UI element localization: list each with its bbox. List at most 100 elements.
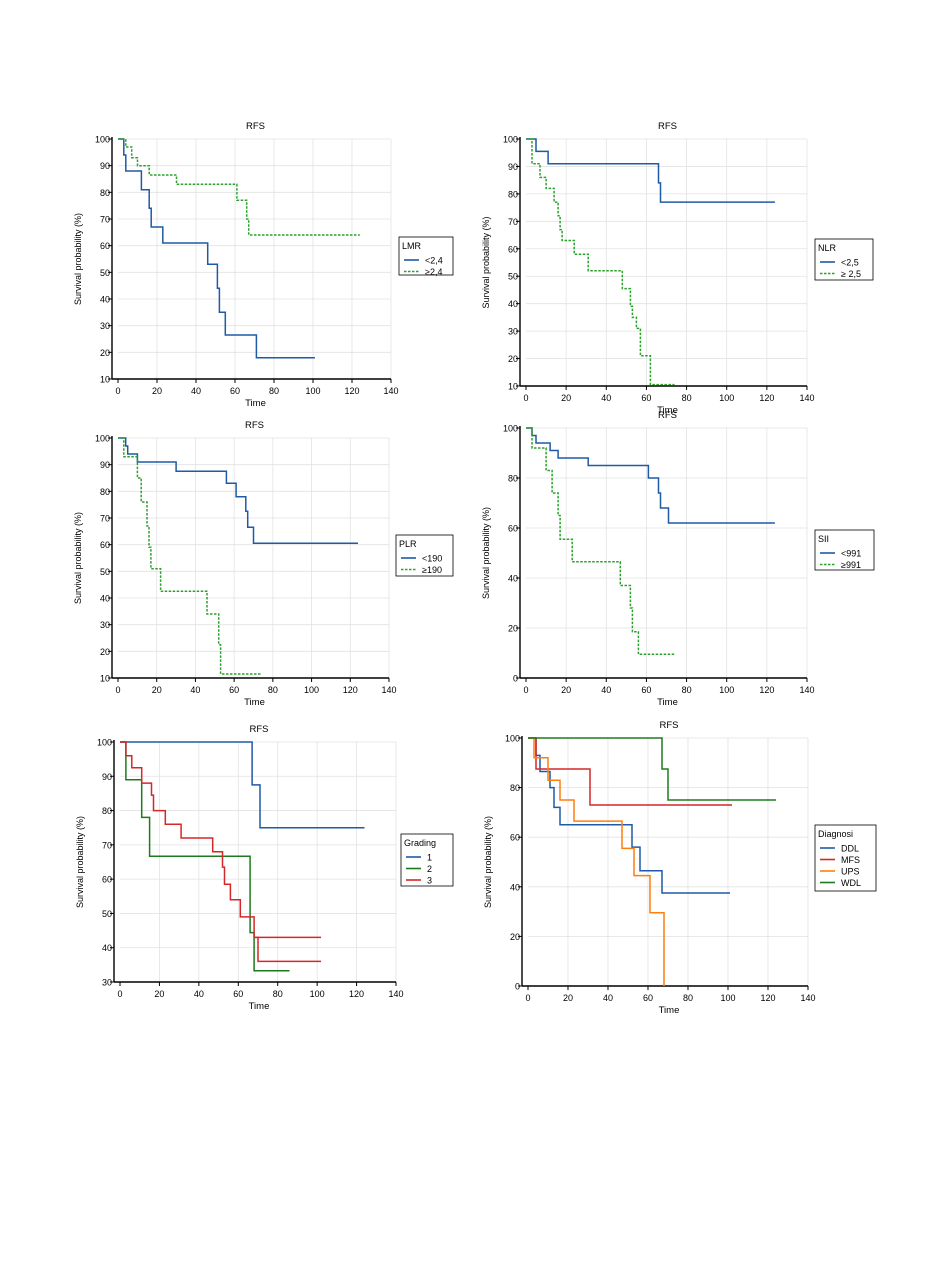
legend-box bbox=[814, 824, 877, 892]
series-line-4 bbox=[528, 737, 776, 801]
y-tick-label: 40 bbox=[102, 943, 112, 953]
legend-entry: DDL bbox=[841, 843, 859, 853]
legend-entry: 3 bbox=[427, 875, 432, 885]
x-tick-label: 80 bbox=[682, 393, 692, 403]
legend-title: PLR bbox=[399, 539, 417, 549]
y-tick-label: 20 bbox=[100, 348, 110, 358]
x-tick-label: 60 bbox=[230, 386, 240, 396]
y-tick-label: 90 bbox=[102, 772, 112, 782]
y-tick-label: 0 bbox=[515, 982, 520, 992]
y-tick-label: 20 bbox=[100, 647, 110, 657]
chart-title: RFS bbox=[245, 420, 264, 431]
y-tick-label: 30 bbox=[102, 978, 112, 988]
y-tick-label: 90 bbox=[508, 162, 518, 172]
x-tick-label: 40 bbox=[601, 685, 611, 695]
series-line-4 bbox=[254, 936, 322, 963]
x-tick-label: 80 bbox=[683, 993, 693, 1003]
legend-box bbox=[400, 833, 454, 887]
x-tick-label: 140 bbox=[800, 993, 815, 1003]
legend-title: SII bbox=[818, 534, 829, 544]
x-tick-label: 20 bbox=[561, 685, 571, 695]
x-tick-label: 80 bbox=[268, 685, 278, 695]
x-tick-label: 0 bbox=[525, 993, 530, 1003]
series-line-2 bbox=[528, 737, 732, 806]
x-tick-label: 0 bbox=[115, 685, 120, 695]
legend-entry: <190 bbox=[422, 553, 442, 563]
x-axis-label: Time bbox=[249, 1001, 270, 1012]
x-tick-label: 20 bbox=[152, 685, 162, 695]
chart-panel-5: 0 20 40 60 80 100 120 140 30 40 50 60 70 80 90 100 RFS Ti… bbox=[75, 724, 454, 1012]
x-tick-label: 100 bbox=[719, 393, 734, 403]
y-axis-label: Survival probability (%) bbox=[481, 507, 491, 599]
x-tick-label: 20 bbox=[152, 386, 162, 396]
chart-title: RFS bbox=[658, 410, 677, 421]
x-tick-label: 100 bbox=[304, 685, 319, 695]
legend-title: Diagnosi bbox=[818, 829, 853, 839]
x-axis-label: Time bbox=[245, 398, 266, 409]
y-tick-label: 80 bbox=[510, 783, 520, 793]
y-axis-label: Survival probability (%) bbox=[75, 816, 85, 908]
y-tick-label: 40 bbox=[100, 295, 110, 305]
x-tick-label: 20 bbox=[154, 989, 164, 999]
x-tick-label: 100 bbox=[720, 993, 735, 1003]
y-tick-label: 10 bbox=[100, 375, 110, 385]
x-tick-label: 100 bbox=[719, 685, 734, 695]
chart-title: RFS bbox=[660, 720, 679, 731]
x-tick-label: 40 bbox=[191, 386, 201, 396]
y-tick-label: 50 bbox=[102, 909, 112, 919]
x-tick-label: 100 bbox=[310, 989, 325, 999]
x-tick-label: 0 bbox=[523, 685, 528, 695]
y-tick-label: 100 bbox=[97, 738, 112, 748]
y-tick-label: 30 bbox=[508, 327, 518, 337]
y-tick-label: 10 bbox=[508, 382, 518, 392]
y-tick-label: 100 bbox=[505, 734, 520, 744]
chart-panel-2: 0 20 40 60 80 100 120 140 10 20 30 40 50 60 70 80 90 100 R… bbox=[481, 121, 874, 416]
legend-entry: ≥991 bbox=[841, 560, 861, 570]
legend-entry: <2,5 bbox=[841, 257, 859, 267]
x-tick-label: 0 bbox=[523, 393, 528, 403]
legend-title: LMR bbox=[402, 241, 422, 251]
x-tick-label: 140 bbox=[799, 685, 814, 695]
series-line-2 bbox=[118, 138, 360, 236]
y-tick-label: 30 bbox=[100, 321, 110, 331]
y-tick-label: 20 bbox=[508, 624, 518, 634]
y-tick-label: 60 bbox=[100, 241, 110, 251]
x-tick-label: 80 bbox=[273, 989, 283, 999]
y-tick-label: 100 bbox=[95, 135, 110, 145]
x-tick-label: 140 bbox=[383, 386, 398, 396]
legend-entry: 2 bbox=[427, 864, 432, 874]
y-tick-label: 60 bbox=[508, 244, 518, 254]
y-axis-label: Survival probability (%) bbox=[73, 512, 83, 604]
x-tick-label: 60 bbox=[233, 989, 243, 999]
x-tick-label: 100 bbox=[305, 386, 320, 396]
y-tick-label: 70 bbox=[100, 215, 110, 225]
series-line-2 bbox=[526, 138, 675, 386]
x-tick-label: 20 bbox=[563, 993, 573, 1003]
legend-entry: UPS bbox=[841, 866, 860, 876]
legend-entry: <2,4 bbox=[425, 255, 443, 265]
series-line-1 bbox=[526, 427, 775, 524]
y-tick-label: 80 bbox=[102, 806, 112, 816]
y-tick-label: 10 bbox=[100, 674, 110, 684]
x-tick-label: 140 bbox=[388, 989, 403, 999]
y-axis-label: Survival probability (%) bbox=[483, 816, 493, 908]
x-tick-label: 140 bbox=[799, 393, 814, 403]
x-tick-label: 80 bbox=[269, 386, 279, 396]
y-axis-label: Survival probability (%) bbox=[481, 216, 491, 308]
series-line-1 bbox=[120, 741, 365, 829]
series-line-1 bbox=[528, 737, 730, 894]
series-line-2 bbox=[118, 437, 262, 675]
legend-entry: ≥ 2,5 bbox=[841, 269, 861, 279]
x-tick-label: 120 bbox=[759, 685, 774, 695]
y-tick-label: 100 bbox=[503, 135, 518, 145]
x-axis-label: Time bbox=[657, 405, 678, 416]
y-tick-label: 60 bbox=[100, 540, 110, 550]
x-tick-label: 0 bbox=[115, 386, 120, 396]
x-tick-label: 60 bbox=[641, 393, 651, 403]
y-axis-label: Survival probability (%) bbox=[73, 213, 83, 305]
y-tick-label: 20 bbox=[510, 932, 520, 942]
y-tick-label: 80 bbox=[508, 474, 518, 484]
y-tick-label: 0 bbox=[513, 674, 518, 684]
legend-title: Grading bbox=[404, 838, 436, 848]
y-tick-label: 70 bbox=[102, 840, 112, 850]
